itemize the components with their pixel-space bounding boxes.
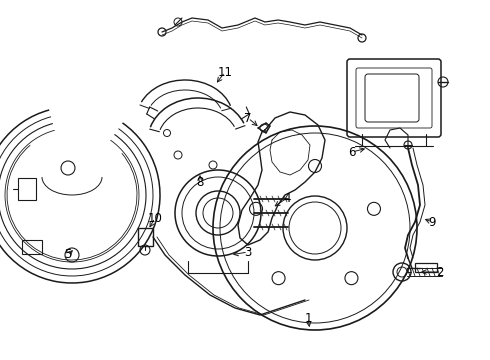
Text: 2: 2 [436, 266, 444, 279]
Text: 7: 7 [244, 112, 252, 125]
Text: 5: 5 [64, 248, 72, 261]
Text: 6: 6 [348, 145, 356, 158]
Text: 1: 1 [304, 311, 312, 324]
Bar [415, 263, 437, 272]
Text: 11: 11 [218, 66, 232, 78]
Bar [138, 228, 153, 246]
Text: 8: 8 [196, 175, 204, 189]
Text: 4: 4 [283, 192, 291, 204]
Text: 3: 3 [245, 246, 252, 258]
Text: 10: 10 [147, 211, 163, 225]
Bar [18, 178, 36, 200]
Text: 9: 9 [428, 216, 436, 229]
Bar [22, 240, 42, 254]
